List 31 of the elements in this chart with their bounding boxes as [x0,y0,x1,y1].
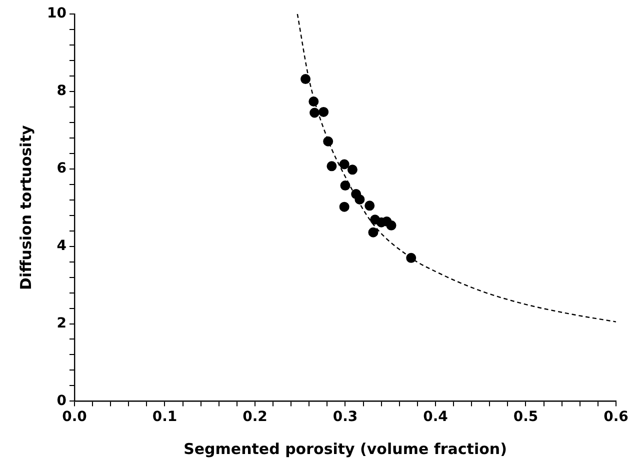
x-tick-label: 0.5 [513,409,538,426]
x-tick-label: 0.1 [152,409,178,426]
point [406,252,416,263]
point [339,202,350,212]
y-tick-label: 4 [56,238,67,254]
point [347,164,358,175]
x-tick-label: 0.4 [423,409,448,426]
x-tick-label: 0.0 [62,409,88,426]
y-tick-label: 8 [56,83,66,100]
point [318,106,329,117]
point [354,194,365,204]
y-tick-label: 0 [56,392,67,409]
point [386,220,396,230]
point [310,108,320,118]
x-tick-label: 0.2 [242,409,268,426]
point [340,180,350,191]
x-axis-title: Segmented porosity (volume fraction) [184,440,507,458]
line-series [296,14,616,322]
y-tick-label: 6 [56,160,66,177]
x-tick-label: 0.6 [604,409,628,426]
point [364,200,375,211]
y-axis-title: Diffusion tortuosity [16,125,35,290]
point [326,161,337,172]
point [300,74,311,84]
x-tick-label: 0.3 [332,409,358,426]
point [308,96,319,107]
y-tick-label: 10 [47,6,67,22]
point [368,227,378,238]
point [339,159,350,170]
y-tick-label: 2 [56,315,66,332]
point [323,136,334,146]
